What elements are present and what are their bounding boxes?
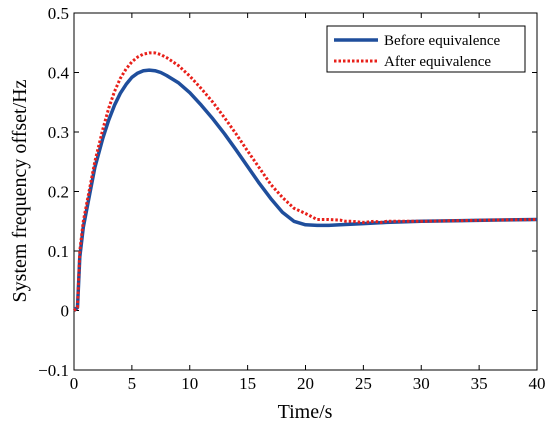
x-tick-label: 35 <box>471 374 488 393</box>
y-axis-label: System frequency offset/Hz <box>9 79 31 302</box>
legend-label-after: After equivalence <box>384 54 491 70</box>
y-tick-label: 0 <box>61 302 70 321</box>
legend-label-before: Before equivalence <box>384 33 501 49</box>
x-tick-label: 40 <box>529 374 546 393</box>
y-tick-label: 0.4 <box>48 64 70 83</box>
y-axis-ticks: −0.1 0 0.1 0.2 0.3 0.4 0.5 <box>38 4 537 380</box>
x-tick-label: 5 <box>128 374 137 393</box>
x-tick-label: 10 <box>181 374 198 393</box>
x-tick-label: 25 <box>355 374 372 393</box>
x-axis-ticks: 0 5 10 15 20 25 30 35 40 <box>70 13 546 393</box>
y-tick-label: −0.1 <box>38 361 69 380</box>
x-axis-label: Time/s <box>278 401 333 423</box>
legend-box <box>326 25 526 73</box>
x-tick-label: 15 <box>239 374 256 393</box>
series-line-before-equivalence <box>72 68 538 312</box>
y-tick-label: 0.5 <box>48 4 69 23</box>
x-tick-label: 30 <box>413 374 430 393</box>
legend: Before equivalence After equivalence <box>326 25 526 73</box>
y-tick-label: 0.1 <box>48 242 69 261</box>
x-tick-label: 20 <box>297 374 314 393</box>
y-tick-label: 0.2 <box>48 183 69 202</box>
series-layer <box>72 51 538 312</box>
x-tick-label: 0 <box>70 374 79 393</box>
y-tick-label: 0.3 <box>48 123 69 142</box>
